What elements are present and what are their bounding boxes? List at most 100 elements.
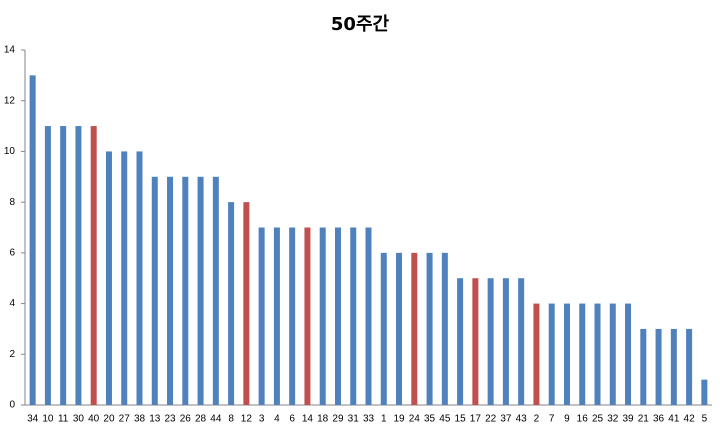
x-tick-label: 43 xyxy=(516,414,528,425)
x-tick-label: 35 xyxy=(424,414,436,425)
y-tick-label: 2 xyxy=(9,349,15,360)
bar xyxy=(487,278,494,405)
bar xyxy=(411,252,418,405)
bar xyxy=(105,151,112,405)
bar xyxy=(29,75,36,405)
x-tick-label: 1 xyxy=(381,414,387,425)
bar xyxy=(426,252,433,405)
x-tick-label: 41 xyxy=(668,414,680,425)
bar xyxy=(579,303,586,405)
y-tick-label: 0 xyxy=(9,400,15,411)
x-tick-label: 14 xyxy=(302,414,314,425)
bar xyxy=(594,303,601,405)
bar xyxy=(90,126,97,406)
bar xyxy=(533,303,540,405)
x-tick-label: 39 xyxy=(622,414,634,425)
bar xyxy=(228,202,235,405)
bar xyxy=(548,303,555,405)
bar xyxy=(640,328,647,405)
bar xyxy=(670,328,677,405)
bar xyxy=(472,278,479,405)
x-tick-label: 16 xyxy=(577,414,589,425)
x-tick-label: 32 xyxy=(607,414,619,425)
bar xyxy=(121,151,128,405)
bar xyxy=(365,227,372,405)
bar xyxy=(502,278,509,405)
chart-title: 50주간 xyxy=(331,14,390,35)
bar xyxy=(609,303,616,405)
bar xyxy=(197,176,204,405)
x-tick-label: 38 xyxy=(134,414,146,425)
x-tick-label: 37 xyxy=(500,414,512,425)
bar xyxy=(304,227,311,405)
x-tick-label: 45 xyxy=(439,414,451,425)
bar xyxy=(686,328,693,405)
x-tick-label: 25 xyxy=(592,414,604,425)
bar xyxy=(441,252,448,405)
x-tick-label: 4 xyxy=(274,414,280,425)
x-tick-label: 7 xyxy=(549,414,555,425)
x-tick-label: 9 xyxy=(564,414,570,425)
bar xyxy=(396,252,403,405)
bar xyxy=(273,227,280,405)
x-tick-label: 29 xyxy=(332,414,344,425)
bar xyxy=(350,227,357,405)
x-tick-label: 44 xyxy=(210,414,222,425)
y-tick-label: 10 xyxy=(4,146,16,157)
x-tick-label: 8 xyxy=(228,414,234,425)
bar xyxy=(701,379,708,405)
x-tick-label: 24 xyxy=(409,414,421,425)
y-tick-label: 6 xyxy=(9,247,15,258)
x-tick-label: 42 xyxy=(684,414,696,425)
x-tick-label: 33 xyxy=(363,414,375,425)
bar xyxy=(258,227,265,405)
y-tick-label: 4 xyxy=(9,298,15,309)
x-tick-label: 26 xyxy=(180,414,192,425)
x-tick-label: 5 xyxy=(702,414,708,425)
x-tick-label: 34 xyxy=(27,414,39,425)
bar xyxy=(182,176,189,405)
bar xyxy=(457,278,464,405)
x-tick-label: 18 xyxy=(317,414,329,425)
x-tick-label: 2 xyxy=(534,414,540,425)
x-tick-label: 40 xyxy=(88,414,100,425)
x-tick-label: 17 xyxy=(470,414,482,425)
x-tick-label: 30 xyxy=(73,414,85,425)
x-tick-label: 3 xyxy=(259,414,265,425)
x-tick-label: 21 xyxy=(638,414,650,425)
x-tick-label: 28 xyxy=(195,414,207,425)
bar xyxy=(334,227,341,405)
bar xyxy=(319,227,326,405)
bar xyxy=(655,328,662,405)
x-tick-label: 12 xyxy=(241,414,253,425)
bar xyxy=(289,227,296,405)
y-tick-label: 14 xyxy=(4,45,16,56)
bar xyxy=(151,176,158,405)
bar xyxy=(44,126,51,406)
bar xyxy=(136,151,143,405)
bar xyxy=(243,202,250,405)
x-tick-label: 10 xyxy=(42,414,54,425)
bar xyxy=(60,126,67,406)
x-tick-label: 31 xyxy=(348,414,360,425)
x-tick-label: 36 xyxy=(653,414,665,425)
x-tick-label: 23 xyxy=(164,414,176,425)
x-tick-label: 6 xyxy=(289,414,295,425)
x-tick-label: 20 xyxy=(103,414,115,425)
x-tick-label: 22 xyxy=(485,414,497,425)
y-tick-label: 12 xyxy=(4,95,16,106)
y-tick-label: 8 xyxy=(9,197,15,208)
bar xyxy=(212,176,219,405)
bar xyxy=(167,176,174,405)
x-tick-label: 19 xyxy=(393,414,405,425)
bar xyxy=(75,126,82,406)
bar xyxy=(380,252,387,405)
x-tick-label: 27 xyxy=(119,414,131,425)
bar xyxy=(518,278,525,405)
x-tick-label: 11 xyxy=(58,414,69,425)
x-tick-label: 13 xyxy=(149,414,161,425)
x-tick-label: 15 xyxy=(455,414,467,425)
bar xyxy=(563,303,570,405)
bar xyxy=(625,303,632,405)
